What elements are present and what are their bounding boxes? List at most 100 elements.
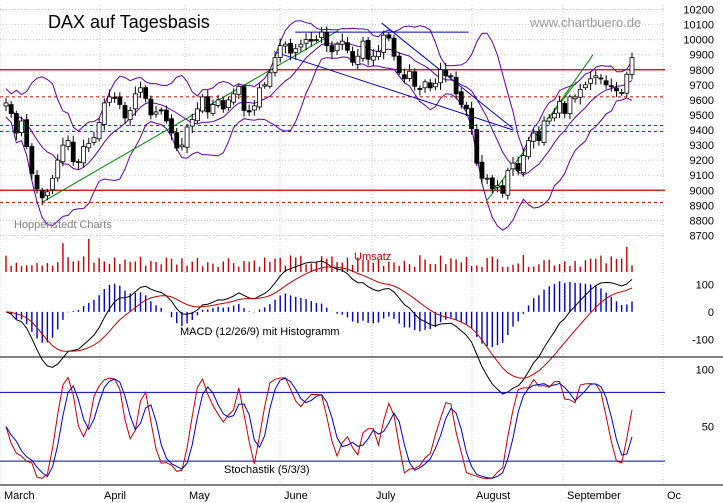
price-tick-8900: 8900 — [690, 200, 714, 212]
candle-body-32 — [169, 118, 174, 134]
stoch-d-line — [5, 377, 633, 479]
price-tick-10200: 10200 — [683, 5, 714, 17]
candle-body-45 — [236, 85, 242, 95]
candle-body-39 — [205, 96, 211, 113]
candle-body-74 — [386, 34, 392, 39]
bollinger-lower — [5, 56, 633, 231]
price-tick-9700: 9700 — [690, 80, 714, 92]
candle-body-71 — [370, 55, 376, 61]
price-tick-10000: 10000 — [683, 35, 714, 47]
stoch-tick-50: 50 — [702, 422, 714, 434]
candle-body-50 — [262, 84, 268, 87]
candle-body-20 — [107, 96, 112, 103]
candle-body-42 — [220, 100, 226, 110]
month-label-july: July — [376, 490, 396, 502]
candle-body-4 — [24, 119, 30, 147]
candle-body-58 — [303, 39, 309, 44]
price-tick-9200: 9200 — [690, 155, 714, 167]
candle-body-75 — [391, 37, 397, 57]
candle-body-89 — [464, 104, 469, 110]
candle-body-106 — [551, 113, 557, 119]
candle-body-53 — [277, 45, 283, 58]
candle-body-80 — [417, 88, 423, 90]
candle-body-115 — [598, 77, 604, 80]
candle-body-102 — [531, 132, 537, 142]
candle-body-1 — [8, 104, 14, 114]
candle-body-105 — [546, 117, 552, 122]
month-label-oc: Oc — [667, 490, 682, 502]
candle-body-51 — [267, 72, 273, 87]
candle-body-52 — [272, 57, 278, 73]
candle-body-30 — [158, 109, 164, 112]
trendline-0 — [41, 30, 339, 203]
trendline-5 — [542, 54, 594, 128]
candle-body-49 — [257, 87, 262, 108]
candle-body-12 — [65, 140, 71, 147]
candle-body-18 — [96, 122, 102, 140]
price-tick-9100: 9100 — [690, 170, 714, 182]
candle-body-107 — [557, 101, 562, 114]
candle-body-77 — [401, 74, 407, 80]
candle-body-23 — [122, 105, 128, 119]
price-tick-9400: 9400 — [690, 125, 714, 137]
candle-body-81 — [422, 81, 428, 89]
candle-body-101 — [526, 140, 531, 158]
candle-body-67 — [350, 51, 356, 63]
candle-body-112 — [583, 84, 588, 89]
candle-body-24 — [127, 110, 133, 121]
candle-body-104 — [541, 120, 547, 143]
macd-line — [5, 260, 633, 395]
candle-body-25 — [132, 93, 138, 110]
candle-body-57 — [298, 43, 304, 48]
candle-body-85 — [443, 69, 449, 77]
candle-body-120 — [624, 73, 630, 94]
candle-body-121 — [629, 57, 635, 75]
candle-body-96 — [500, 185, 506, 194]
candle-body-2 — [13, 113, 19, 134]
candle-body-54 — [282, 43, 288, 47]
candle-body-91 — [474, 129, 480, 164]
candle-body-82 — [427, 82, 433, 89]
candle-body-37 — [195, 108, 200, 122]
candle-body-60 — [314, 39, 319, 42]
candle-body-10 — [55, 159, 61, 179]
month-label-june: June — [284, 490, 308, 502]
candle-body-70 — [365, 40, 371, 60]
candle-body-48 — [251, 105, 257, 111]
candle-body-13 — [70, 141, 76, 163]
candle-body-59 — [308, 39, 314, 42]
watermark: www.chartbuero.de — [529, 15, 641, 30]
candle-body-11 — [60, 144, 66, 163]
candle-body-29 — [153, 111, 159, 115]
macd-panel — [5, 260, 633, 395]
candle-body-5 — [29, 146, 35, 175]
chart-title: DAX auf Tagesbasis — [48, 12, 210, 32]
price-tick-9900: 9900 — [690, 50, 714, 62]
candle-body-90 — [469, 107, 475, 129]
volume-bars — [5, 238, 633, 272]
candle-body-117 — [608, 85, 614, 88]
candle-body-64 — [334, 43, 340, 52]
candle-body-7 — [39, 189, 45, 199]
macd-tick-0: 0 — [708, 307, 714, 319]
price-tick-10100: 10100 — [683, 20, 714, 32]
candle-body-79 — [412, 71, 418, 87]
candle-body-84 — [438, 69, 443, 84]
panel-frames — [0, 356, 723, 486]
month-label-august: August — [476, 490, 510, 502]
candle-body-94 — [489, 177, 495, 190]
month-label-september: September — [567, 490, 621, 502]
candle-body-76 — [396, 55, 402, 74]
stoch-tick-100: 100 — [696, 364, 714, 376]
price-tick-9300: 9300 — [690, 140, 714, 152]
candle-body-98 — [510, 162, 516, 170]
candle-body-66 — [345, 42, 350, 51]
candle-body-63 — [329, 45, 335, 53]
candle-body-108 — [562, 102, 568, 114]
candle-body-116 — [603, 80, 609, 86]
candle-body-38 — [200, 96, 205, 112]
candle-body-40 — [210, 104, 216, 114]
candle-body-118 — [614, 87, 619, 92]
candle-body-110 — [572, 96, 578, 100]
